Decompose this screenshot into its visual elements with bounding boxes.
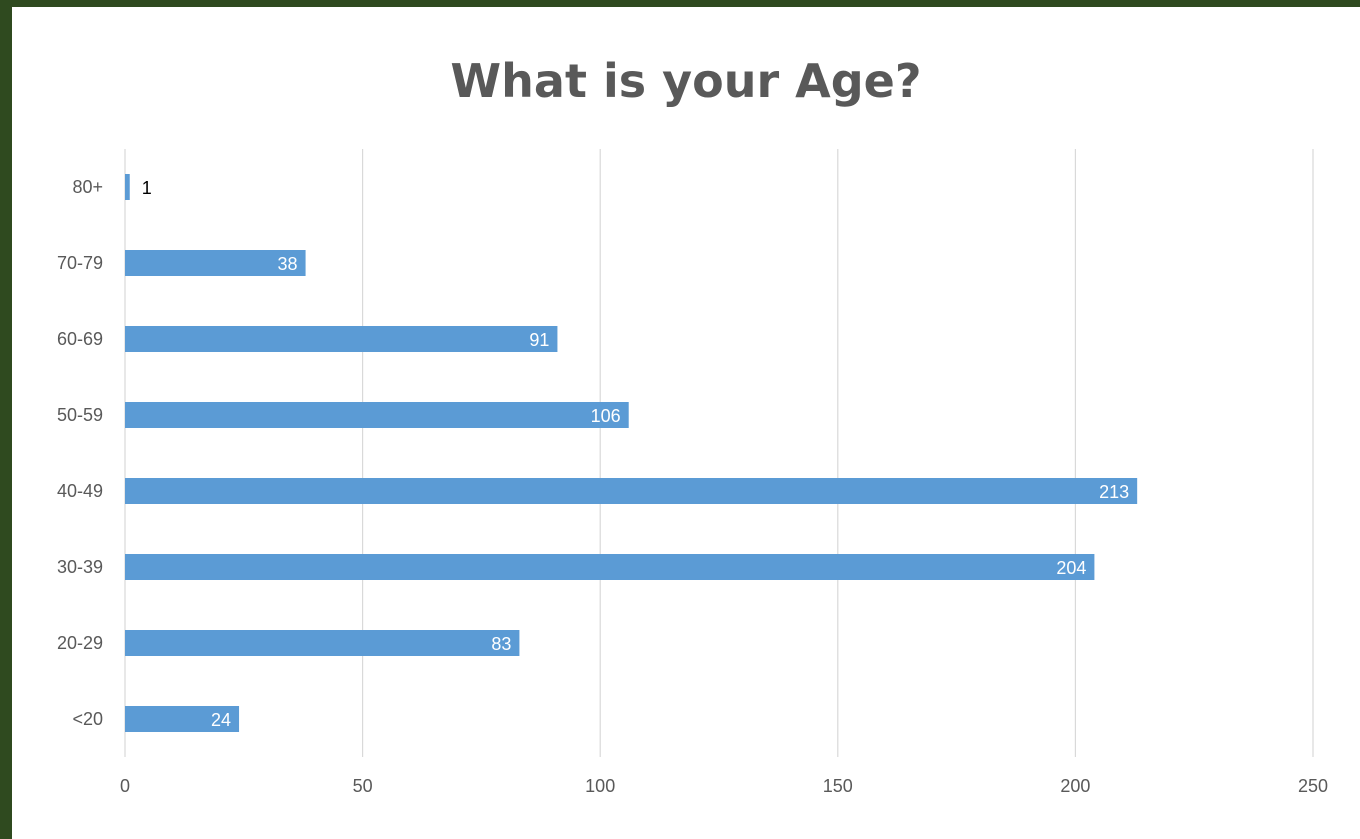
data-label: 1 (142, 178, 152, 198)
value-axis: 0 50 100 150 200 250 (120, 776, 1328, 796)
data-label: 106 (591, 406, 621, 426)
x-tick-label: 250 (1298, 776, 1328, 796)
y-category-label: 40-49 (57, 481, 103, 501)
x-tick-label: 100 (585, 776, 615, 796)
y-category-label: 80+ (72, 177, 103, 197)
gridlines (124, 149, 1314, 757)
y-category-label: <20 (72, 709, 103, 729)
chart-panel: What is your Age? 24 83 204 213 106 91 38 1 <20… (12, 7, 1360, 839)
x-tick-label: 200 (1060, 776, 1090, 796)
bar (125, 554, 1095, 580)
y-category-label: 70-79 (57, 253, 103, 273)
category-axis: <20 20-29 30-39 40-49 50-59 60-69 70-79 80+ (57, 177, 103, 729)
x-tick-label: 150 (823, 776, 853, 796)
y-category-label: 50-59 (57, 405, 103, 425)
data-label: 83 (491, 634, 511, 654)
data-label: 91 (529, 330, 549, 350)
y-category-label: 20-29 (57, 633, 103, 653)
data-label: 204 (1056, 558, 1086, 578)
bar (125, 174, 130, 200)
data-labels: 24 83 204 213 106 91 38 1 (142, 178, 1129, 730)
data-label: 38 (278, 254, 298, 274)
bar (125, 326, 558, 352)
data-label: 213 (1099, 482, 1129, 502)
bar (125, 630, 520, 656)
data-label: 24 (211, 710, 231, 730)
bar (125, 706, 240, 732)
y-category-label: 60-69 (57, 329, 103, 349)
bars (125, 174, 1138, 732)
bar (125, 250, 306, 276)
x-tick-label: 50 (353, 776, 373, 796)
bar-chart: 24 83 204 213 106 91 38 1 <20 20-29 30-39 40-49 50-… (57, 149, 1328, 796)
bar (125, 478, 1138, 504)
chart-title: What is your Age? (450, 54, 922, 108)
y-category-label: 30-39 (57, 557, 103, 577)
bar (125, 402, 629, 428)
x-tick-label: 0 (120, 776, 130, 796)
